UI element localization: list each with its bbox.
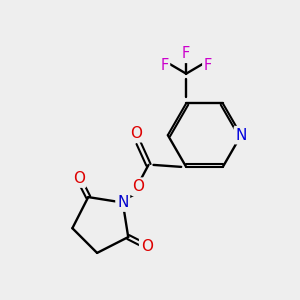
Text: O: O <box>133 179 145 194</box>
Text: N: N <box>236 128 247 142</box>
Text: O: O <box>130 126 142 141</box>
Text: O: O <box>141 239 153 254</box>
Text: F: F <box>160 58 169 73</box>
Text: N: N <box>117 195 128 210</box>
Text: F: F <box>182 46 190 62</box>
Text: O: O <box>73 171 85 186</box>
Text: F: F <box>204 58 212 73</box>
